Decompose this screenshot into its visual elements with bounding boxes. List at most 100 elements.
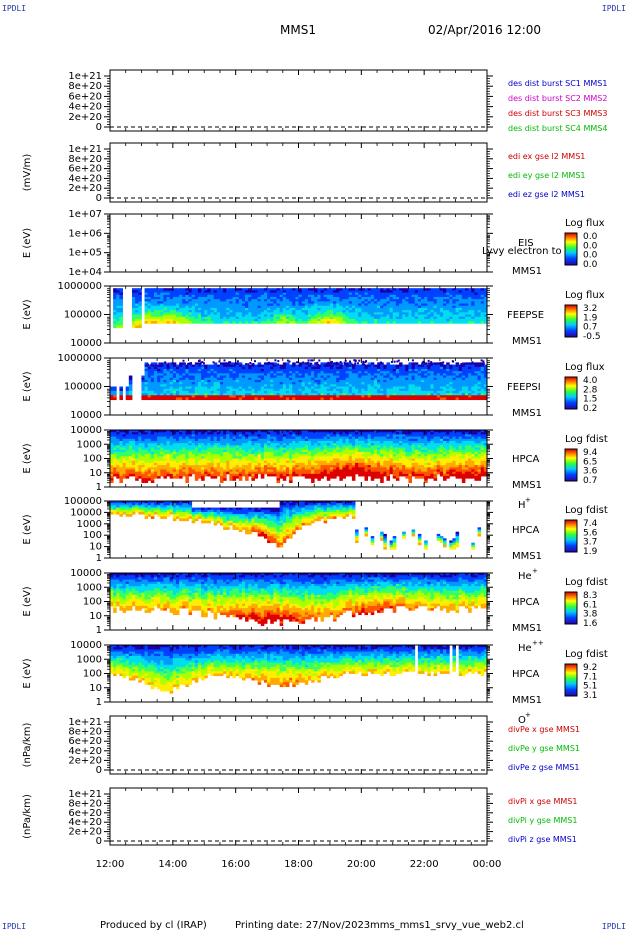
legend-entry: divPi y gse MMS1 (508, 816, 577, 825)
footer-produced-by: Produced by cl (IRAP) (100, 920, 207, 931)
colorbar-title: Log fdist (565, 434, 608, 445)
ytick-label: 1e+06 (68, 228, 102, 239)
corner-label-top-left: IPDLI (2, 4, 27, 13)
legend-entry: edi ez gse l2 MMS1 (508, 190, 585, 199)
ytick-label: 100 (83, 597, 102, 608)
xtick-label: 14:00 (158, 859, 187, 870)
colorbar-tick-label: 1.6 (583, 619, 598, 629)
ytick-label: 1000000 (57, 281, 102, 292)
spacecraft-label: MMS1 (512, 623, 542, 634)
instrument-label: FEEPSI (507, 382, 541, 393)
ytick-label: 8e+20 (68, 81, 102, 92)
colorbar-tick-label: 6.1 (583, 600, 597, 610)
ytick-label: 4e+20 (68, 173, 102, 184)
ytick-label: 10000 (70, 338, 102, 349)
ytick-label: 8e+20 (68, 154, 102, 165)
ytick-label: 0 (96, 193, 102, 204)
colorbar-tick-label: 5.1 (583, 682, 597, 692)
instrument-label: EIS (518, 238, 534, 249)
overlay-label: Lyvy electron to (482, 246, 562, 257)
spacecraft-label: MMS1 (512, 336, 542, 347)
colorbar-tick-label: 3.2 (583, 304, 597, 314)
ytick-label: 100 (83, 669, 102, 680)
ytick-label: 6e+20 (68, 164, 102, 175)
ytick-label: 1000 (77, 654, 102, 665)
panel-hpca-o-ylabel: E (eV) (22, 658, 33, 688)
ytick-label: 1e+07 (68, 209, 102, 220)
panel-feepse-image (113, 288, 488, 329)
colorbar-tick-label: 3.7 (583, 538, 597, 548)
instrument-label: HPCA (512, 454, 540, 465)
instrument-label: HPCA (512, 597, 540, 608)
datetime-title: 02/Apr/2016 12:00 (428, 23, 542, 37)
spacecraft-label: MMS1 (512, 408, 542, 419)
ytick-label: 1 (96, 625, 102, 636)
ytick-label: 10 (89, 611, 102, 622)
colorbar-title: Log flux (565, 218, 605, 229)
colorbar-tick-label: 9.4 (583, 448, 598, 458)
ytick-label: 1000 (77, 439, 102, 450)
species-label: He (518, 643, 532, 654)
colorbar (564, 663, 578, 697)
colorbar (564, 232, 578, 266)
spacecraft-label: MMS1 (512, 480, 542, 491)
panel-divpe-ylabel: (nPa/km) (22, 723, 33, 768)
panel-hpca-hepp-ylabel: E (eV) (22, 586, 33, 616)
panel-hpca-h-image (110, 430, 488, 484)
species-charge: + (525, 711, 531, 719)
ytick-label: 1e+21 (68, 144, 102, 155)
colorbar (564, 376, 578, 410)
ytick-label: 2e+20 (68, 827, 102, 838)
colorbar-tick-label: 2.8 (583, 385, 598, 395)
colorbar (564, 591, 578, 625)
instrument-label: HPCA (512, 669, 540, 680)
ytick-label: 4e+20 (68, 102, 102, 113)
ytick-label: 8e+20 (68, 798, 102, 809)
corner-label-bottom-left: IPDLI (2, 922, 27, 931)
ytick-label: 10000 (70, 507, 102, 518)
ytick-label: 1e+21 (68, 71, 102, 82)
ytick-label: 100 (83, 454, 102, 465)
ytick-label: 10000 (70, 425, 102, 436)
ytick-label: 4e+20 (68, 746, 102, 757)
ytick-label: 0 (96, 765, 102, 776)
ytick-label: 100000 (64, 496, 102, 507)
colorbar-tick-label: 3.8 (583, 610, 598, 620)
legend-entry: divPe x gse MMS1 (508, 725, 580, 734)
corner-label-top-right: IPDLI (601, 4, 626, 13)
colorbar-tick-label: 5.6 (583, 528, 598, 538)
colorbar-title: Log flux (565, 362, 605, 373)
ytick-label: 10 (89, 683, 102, 694)
colorbar-tick-label: 0.0 (583, 251, 598, 261)
panel-feepsi-ylabel: E (eV) (22, 371, 33, 401)
ytick-label: 4e+20 (68, 817, 102, 828)
ytick-label: 1 (96, 553, 102, 564)
colorbar-tick-label: 8.3 (583, 591, 597, 601)
colorbar-title: Log flux (565, 290, 605, 301)
panel-des-frame (109, 69, 488, 132)
colorbar-tick-label: 0.0 (583, 241, 598, 251)
panel-hpca-hepp-image (110, 573, 488, 627)
spacecraft-label: MMS1 (512, 695, 542, 706)
ytick-label: 2e+20 (68, 755, 102, 766)
species-label: O (518, 715, 526, 726)
colorbar-tick-label: 1.9 (583, 313, 598, 323)
footer-printing-date: Printing date: 27/Nov/2023 (235, 920, 371, 931)
species-label: He (518, 571, 532, 582)
ytick-label: 2e+20 (68, 112, 102, 123)
ytick-label: 10 (89, 542, 102, 553)
colorbar-tick-label: 0.0 (583, 232, 598, 242)
ytick-label: 100000 (64, 382, 102, 393)
colorbar (564, 519, 578, 553)
panel-hpca-he-image (110, 501, 482, 550)
panel-hpca-he-ylabel: E (eV) (22, 514, 33, 544)
legend-entry: edi ey gse l2 MMS1 (508, 171, 586, 180)
ytick-label: 1e+21 (68, 789, 102, 800)
panel-edi-ylabel: (mV/m) (22, 154, 33, 192)
ytick-label: 1e+05 (68, 248, 102, 259)
species-charge: ++ (532, 639, 544, 647)
colorbar-tick-label: 3.6 (583, 467, 598, 477)
ytick-label: 6e+20 (68, 736, 102, 747)
colorbar-title: Log fdist (565, 649, 608, 660)
ytick-label: 100 (83, 530, 102, 541)
